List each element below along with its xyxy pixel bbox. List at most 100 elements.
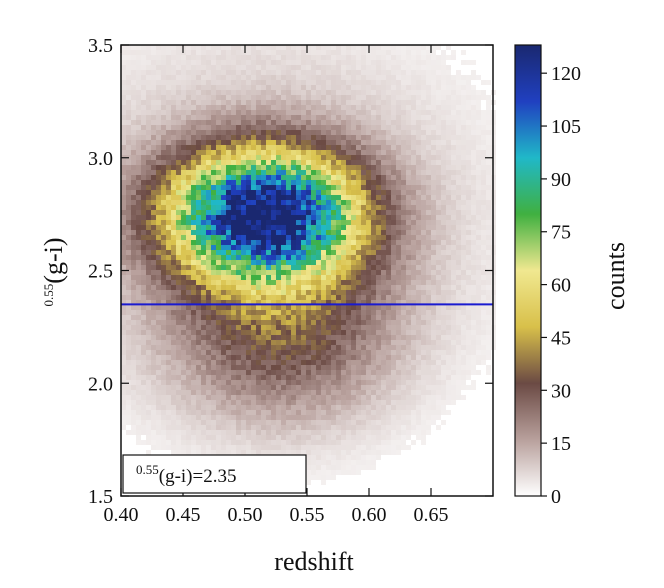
heatmap-cell <box>226 170 231 175</box>
heatmap-cell <box>346 95 351 100</box>
heatmap-cell <box>316 265 321 270</box>
heatmap-cell <box>251 210 256 215</box>
heatmap-cell <box>366 250 371 255</box>
heatmap-cell <box>241 380 246 385</box>
heatmap-cell <box>391 130 396 135</box>
heatmap-cell <box>396 205 401 210</box>
heatmap-cell <box>466 275 471 280</box>
heatmap-cell <box>356 110 361 115</box>
heatmap-cell <box>391 260 396 265</box>
heatmap-cell <box>181 160 186 165</box>
heatmap-cell <box>306 275 311 280</box>
heatmap-cell <box>476 270 481 275</box>
heatmap-cell <box>401 285 406 290</box>
heatmap-cell <box>466 115 471 120</box>
heatmap-cell <box>251 280 256 285</box>
heatmap-cell <box>191 335 196 340</box>
heatmap-cell <box>131 205 136 210</box>
heatmap-cell <box>176 150 181 155</box>
heatmap-cell <box>166 65 171 70</box>
heatmap-cell <box>481 135 486 140</box>
heatmap-cell <box>206 70 211 75</box>
heatmap-cell <box>181 155 186 160</box>
heatmap-cell <box>376 195 381 200</box>
heatmap-cell <box>141 50 146 55</box>
heatmap-cell <box>361 170 366 175</box>
heatmap-cell <box>426 255 431 260</box>
heatmap-cell <box>416 355 421 360</box>
heatmap-cell <box>206 195 211 200</box>
heatmap-cell <box>191 75 196 80</box>
heatmap-cell <box>261 165 266 170</box>
heatmap-cell <box>156 150 161 155</box>
heatmap-cell <box>481 260 486 265</box>
heatmap-cell <box>226 295 231 300</box>
heatmap-cell <box>281 205 286 210</box>
heatmap-cell <box>341 155 346 160</box>
heatmap-cell <box>331 270 336 275</box>
heatmap-cell <box>266 155 271 160</box>
heatmap-cell <box>246 125 251 130</box>
heatmap-cell <box>406 175 411 180</box>
heatmap-cell <box>206 300 211 305</box>
heatmap-cell <box>146 370 151 375</box>
heatmap-cell <box>246 330 251 335</box>
heatmap-cell <box>241 325 246 330</box>
heatmap-cell <box>226 310 231 315</box>
heatmap-cell <box>451 150 456 155</box>
heatmap-cell <box>451 185 456 190</box>
heatmap-cell <box>341 290 346 295</box>
heatmap-cell <box>376 100 381 105</box>
heatmap-cell <box>421 170 426 175</box>
heatmap-cell <box>471 255 476 260</box>
heatmap-cell <box>396 235 401 240</box>
heatmap-cell <box>251 305 256 310</box>
heatmap-cell <box>291 95 296 100</box>
heatmap-cell <box>331 170 336 175</box>
heatmap-cell <box>386 250 391 255</box>
heatmap-cell <box>166 220 171 225</box>
heatmap-cell <box>361 165 366 170</box>
heatmap-cell <box>326 180 331 185</box>
heatmap-cell <box>241 175 246 180</box>
heatmap-cell <box>181 145 186 150</box>
heatmap-cell <box>476 190 481 195</box>
heatmap-cell <box>251 350 256 355</box>
heatmap-cell <box>281 115 286 120</box>
heatmap-cell <box>366 265 371 270</box>
heatmap-cell <box>461 255 466 260</box>
heatmap-cell <box>206 55 211 60</box>
heatmap-cell <box>341 330 346 335</box>
heatmap-cell <box>191 110 196 115</box>
heatmap-cell <box>316 120 321 125</box>
heatmap-cell <box>306 370 311 375</box>
heatmap-cell <box>371 215 376 220</box>
heatmap-cell <box>381 105 386 110</box>
heatmap-cell <box>336 50 341 55</box>
heatmap-cell <box>361 325 366 330</box>
heatmap-cell <box>446 110 451 115</box>
heatmap-cell <box>446 155 451 160</box>
heatmap-cell <box>226 230 231 235</box>
heatmap-cell <box>301 260 306 265</box>
heatmap-cell <box>296 130 301 135</box>
heatmap-cell <box>341 325 346 330</box>
heatmap-cell <box>291 285 296 290</box>
heatmap-cell <box>186 310 191 315</box>
heatmap-cell <box>346 290 351 295</box>
heatmap-cell <box>366 60 371 65</box>
heatmap-cell <box>216 65 221 70</box>
heatmap-cell <box>201 165 206 170</box>
heatmap-cell <box>226 200 231 205</box>
heatmap-cell <box>121 200 126 205</box>
heatmap-cell <box>301 115 306 120</box>
heatmap-cell <box>266 85 271 90</box>
heatmap-cell <box>406 155 411 160</box>
heatmap-cell <box>276 265 281 270</box>
heatmap-cell <box>196 130 201 135</box>
heatmap-cell <box>291 85 296 90</box>
heatmap-cell <box>211 50 216 55</box>
heatmap-cell <box>336 60 341 65</box>
heatmap-cell <box>151 85 156 90</box>
heatmap-cell <box>366 255 371 260</box>
